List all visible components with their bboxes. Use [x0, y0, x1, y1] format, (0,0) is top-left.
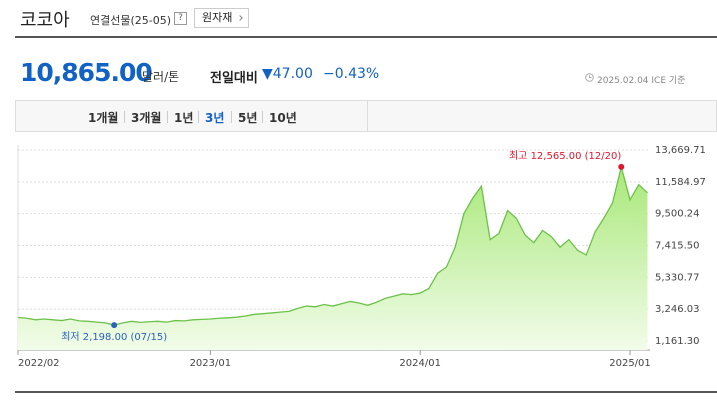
clock-icon [585, 73, 594, 82]
x-tick-label: 2022/02 [18, 358, 60, 369]
high-label: 최고 12,565.00 (12/20) [509, 150, 621, 162]
title: 코코아 [20, 10, 70, 31]
line [17, 166, 648, 326]
y-tick-label: 11,584.97 [655, 177, 706, 188]
change-percent: −0.43% [323, 66, 380, 82]
unit: 달러/톤 [142, 70, 180, 84]
tab-separator [167, 111, 168, 123]
x-tick-label: 2024/01 [399, 358, 441, 369]
date-note: 2025.02.04 ICE 기준 [597, 76, 686, 86]
subtitle: 연결선물(25-05) [90, 14, 172, 27]
x-tick-label: 2025/01 [609, 358, 651, 369]
area-fill [18, 166, 648, 350]
tab[interactable]: 5년 [238, 111, 258, 125]
y-tick-label: 7,415.50 [655, 241, 700, 252]
low-label: 최저 2,198.00 (07/15) [61, 331, 167, 343]
tab[interactable]: 1개월 [88, 111, 119, 125]
divider [15, 36, 717, 38]
tab[interactable]: 3년 [205, 111, 225, 125]
y-tick-label: 9,500.24 [655, 209, 700, 220]
low-marker [111, 322, 118, 329]
x-tick-label: 2023/01 [190, 358, 232, 369]
tab[interactable]: 1년 [174, 111, 194, 125]
y-tick-label: 3,246.03 [655, 304, 700, 315]
tab[interactable]: 3개월 [131, 111, 162, 125]
tab-separator [124, 111, 125, 123]
category-button[interactable]: 원자재 [194, 8, 250, 28]
tab-separator [198, 111, 199, 123]
high-marker [618, 163, 625, 170]
tab-bar: 1개월 3개월 1년 3년 5년 10년 [15, 100, 717, 132]
tab-separator [262, 111, 263, 123]
y-tick-label: 1,161.30 [655, 336, 700, 347]
y-tick-label: 13,669.71 [655, 145, 706, 156]
help-icon[interactable]: ? [174, 12, 187, 25]
change: ▼47.00 [262, 66, 313, 82]
y-tick-label: 5,330.77 [655, 272, 700, 283]
divider [15, 391, 717, 393]
tab-separator [231, 111, 232, 123]
change-label: 전일대비 [210, 71, 258, 86]
divider [367, 100, 368, 131]
tab[interactable]: 10년 [269, 111, 297, 125]
price: 10,865.00 [20, 58, 153, 87]
